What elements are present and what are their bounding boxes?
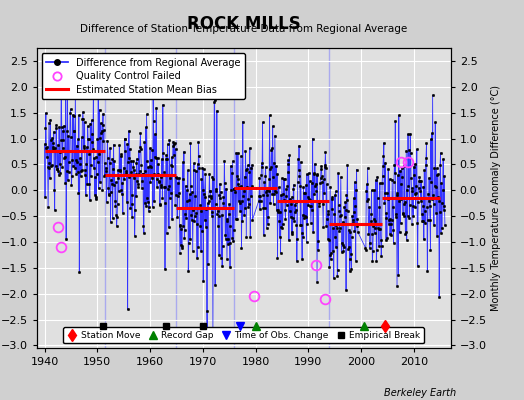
Y-axis label: Monthly Temperature Anomaly Difference (°C): Monthly Temperature Anomaly Difference (… bbox=[491, 85, 501, 311]
Legend: Station Move, Record Gap, Time of Obs. Change, Empirical Break: Station Move, Record Gap, Time of Obs. C… bbox=[63, 327, 424, 344]
Text: Berkeley Earth: Berkeley Earth bbox=[384, 388, 456, 398]
Title: ROCK MILLS: ROCK MILLS bbox=[187, 14, 301, 32]
Text: Difference of Station Temperature Data from Regional Average: Difference of Station Temperature Data f… bbox=[80, 24, 407, 34]
